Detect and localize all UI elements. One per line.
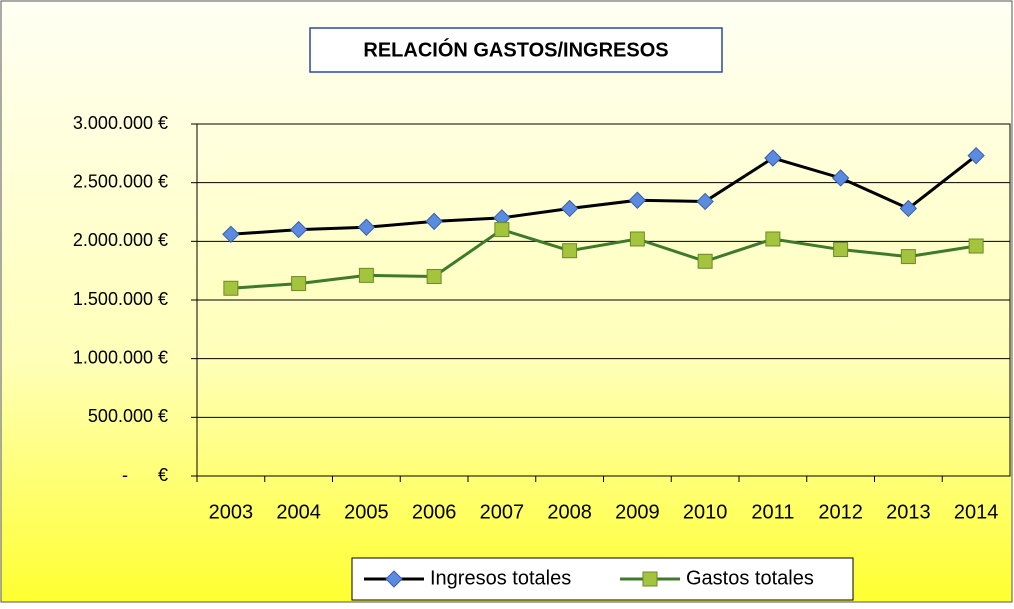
legend-label: Ingresos totales — [430, 567, 571, 589]
data-point — [223, 280, 239, 296]
data-point — [426, 269, 442, 285]
series-line — [230, 154, 978, 236]
y-tick-label: 3.000.000 € — [73, 113, 168, 133]
title-box — [309, 27, 723, 73]
legend-marker — [385, 570, 403, 588]
x-tick-label: 2013 — [886, 501, 931, 523]
data-point — [358, 267, 374, 283]
x-tick-label: 2014 — [954, 501, 999, 523]
x-tick-label: 2005 — [344, 501, 389, 523]
y-tick-label: - € — [122, 465, 168, 485]
x-tick-label: 2009 — [615, 501, 660, 523]
data-point — [291, 276, 307, 292]
data-point — [831, 169, 850, 187]
data-point — [967, 146, 985, 165]
data-point — [696, 192, 714, 211]
data-point — [765, 231, 781, 247]
data-point — [628, 191, 647, 209]
legend-label: Gastos totales — [686, 567, 814, 589]
legend-marker — [642, 571, 658, 587]
data-point — [764, 149, 782, 167]
y-tick-label: 500.000 € — [88, 406, 168, 426]
x-tick-label: 2007 — [480, 501, 525, 523]
data-point — [833, 242, 849, 258]
y-tick-label: 2.500.000 € — [73, 171, 168, 191]
data-point — [222, 225, 240, 244]
data-point — [697, 253, 713, 269]
x-tick-label: 2008 — [547, 501, 592, 523]
legend-box — [351, 557, 854, 601]
data-point — [562, 243, 578, 259]
x-tick-label: 2006 — [412, 501, 457, 523]
y-tick-label: 1.500.000 € — [73, 289, 168, 309]
chart-title: RELACIÓN GASTOS/INGRESOS — [363, 37, 668, 61]
data-point — [494, 222, 510, 238]
data-point — [968, 238, 984, 254]
x-tick-label: 2012 — [818, 501, 863, 523]
data-point — [900, 249, 916, 265]
data-point — [425, 212, 443, 231]
y-tick-label: 1.000.000 € — [73, 347, 168, 367]
data-point — [357, 218, 376, 236]
y-tick-label: 2.000.000 € — [73, 230, 168, 250]
series-line — [230, 227, 977, 290]
data-point — [289, 220, 308, 239]
x-tick-label: 2011 — [751, 501, 794, 523]
x-tick-label: 2004 — [276, 501, 321, 523]
data-point — [899, 199, 918, 218]
x-tick-label: 2003 — [209, 501, 254, 523]
data-point — [629, 231, 645, 247]
data-point — [560, 199, 579, 218]
x-tick-label: 2010 — [683, 501, 728, 523]
